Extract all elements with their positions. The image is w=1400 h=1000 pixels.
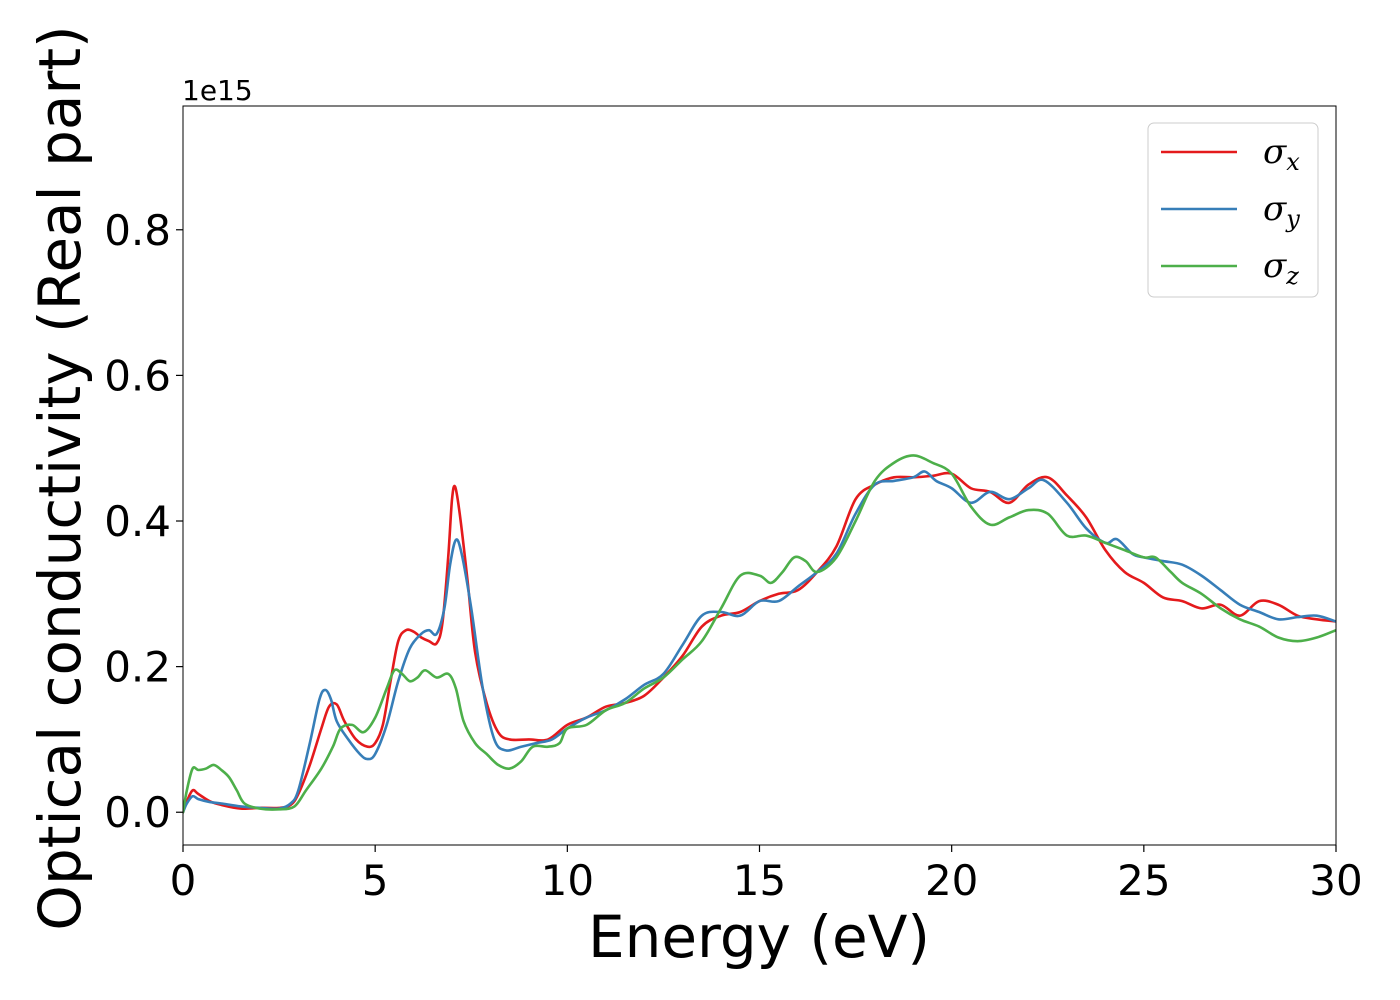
x-axis-ticks: 0 5 10 15 20 25 30 xyxy=(170,845,1363,905)
series-layer xyxy=(183,454,1336,814)
series-line-sigma-x xyxy=(183,471,1336,814)
legend-label-sigma-x: σx xyxy=(1263,132,1300,176)
legend-items: σx σy σz xyxy=(1161,132,1300,290)
y-tick-label: 0.2 xyxy=(104,643,171,692)
x-tick-label: 10 xyxy=(541,856,594,905)
y-offset-label: 1e15 xyxy=(182,74,253,107)
plot-background xyxy=(183,106,1336,845)
y-tick-label: 0.6 xyxy=(104,351,171,400)
series-line-sigma-z xyxy=(183,454,1336,814)
y-axis-ticks: 0.0 0.2 0.4 0.6 0.8 xyxy=(104,206,183,837)
x-tick-label: 20 xyxy=(925,856,978,905)
x-axis-label: Energy (eV) xyxy=(588,903,930,971)
y-tick-label: 0.8 xyxy=(104,206,171,255)
x-tick-label: 15 xyxy=(733,856,786,905)
x-tick-label: 25 xyxy=(1117,856,1170,905)
legend: σx σy σz xyxy=(1147,122,1319,298)
legend-label-sigma-y: σy xyxy=(1263,189,1300,233)
x-tick-label: 30 xyxy=(1309,856,1362,905)
x-tick-label: 5 xyxy=(362,856,389,905)
y-axis-label: Optical conductivity (Real part) xyxy=(26,25,94,930)
x-tick-label: 0 xyxy=(170,856,197,905)
y-tick-label: 0.0 xyxy=(104,788,171,837)
y-tick-label: 0.4 xyxy=(104,497,171,546)
legend-label-sigma-z: σz xyxy=(1263,246,1299,290)
